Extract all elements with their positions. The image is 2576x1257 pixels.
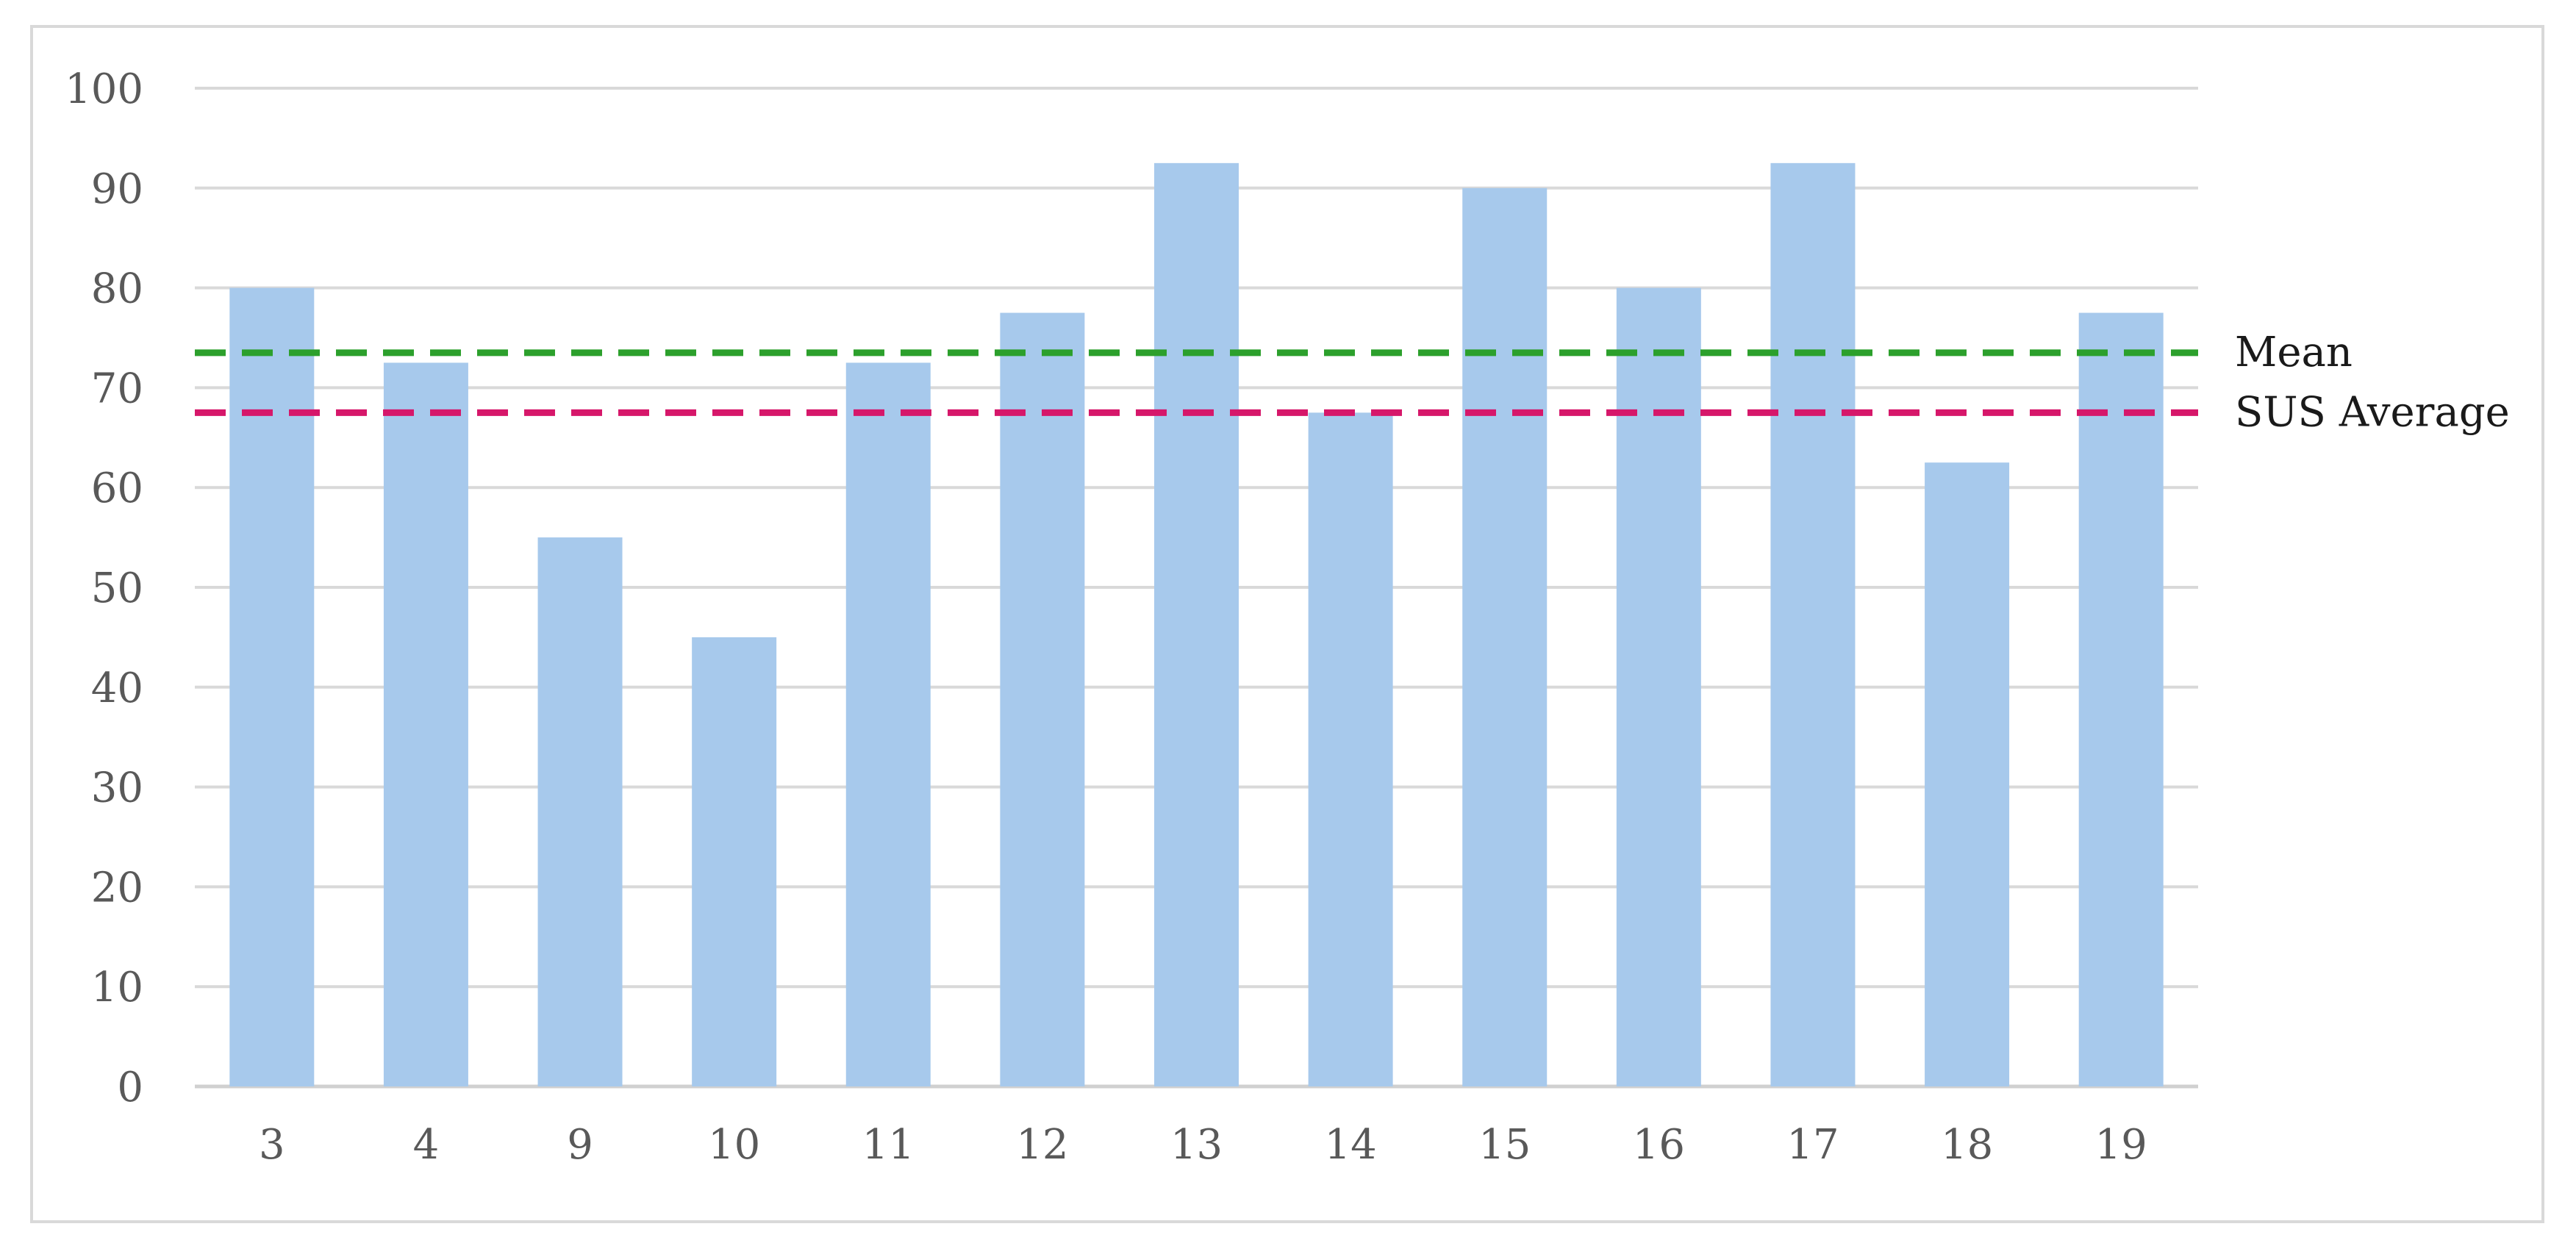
bar bbox=[845, 362, 931, 1086]
x-tick-label: 3 bbox=[259, 1121, 285, 1169]
bar bbox=[1000, 312, 1085, 1086]
y-tick-label: 40 bbox=[91, 665, 143, 712]
x-tick-label: 4 bbox=[413, 1121, 440, 1169]
x-tick-label: 11 bbox=[862, 1121, 915, 1169]
bar bbox=[1616, 287, 1701, 1087]
y-tick-label: 80 bbox=[91, 265, 143, 313]
y-tick-label: 10 bbox=[91, 964, 143, 1011]
bar bbox=[1462, 187, 1548, 1086]
reference-line-label: SUS Average bbox=[2235, 388, 2510, 436]
reference-line-label: Mean bbox=[2235, 329, 2353, 376]
x-tick-label: 9 bbox=[567, 1121, 593, 1169]
reference-line-labels: Mean SUS Average bbox=[2235, 329, 2510, 436]
x-tick-label: 17 bbox=[1786, 1121, 1839, 1169]
x-tick-label: 18 bbox=[1941, 1121, 1993, 1169]
y-tick-label: 60 bbox=[91, 465, 143, 512]
x-tick-label: 13 bbox=[1170, 1121, 1223, 1169]
y-tick-label: 70 bbox=[91, 365, 143, 412]
y-tick-label: 0 bbox=[117, 1064, 143, 1111]
y-tick-label: 30 bbox=[91, 764, 143, 812]
x-tick-label: 12 bbox=[1016, 1121, 1068, 1169]
x-tick-label: 15 bbox=[1478, 1121, 1531, 1169]
bar bbox=[1154, 162, 1239, 1087]
bar bbox=[2078, 312, 2164, 1086]
y-tick-label: 100 bbox=[65, 65, 143, 113]
x-tick-label: 16 bbox=[1633, 1121, 1685, 1169]
bar bbox=[1770, 162, 1856, 1087]
y-tick-label: 20 bbox=[91, 864, 143, 912]
y-tick-label: 90 bbox=[91, 165, 143, 213]
reference-lines bbox=[195, 349, 2198, 416]
x-tick-label: 14 bbox=[1324, 1121, 1376, 1169]
x-axis-ticks: 3 4 9 10 11 12 13 14 15 16 17 18 19 bbox=[259, 1121, 2147, 1169]
bar bbox=[537, 537, 623, 1086]
bar bbox=[229, 287, 315, 1087]
bars bbox=[229, 162, 2164, 1087]
x-tick-label: 10 bbox=[708, 1121, 760, 1169]
bar-chart: 0 10 20 30 40 50 60 70 80 90 100 3 4 9 10 11 12 13 14 15 16… bbox=[65, 65, 2510, 1169]
bar bbox=[383, 362, 468, 1086]
bar bbox=[1308, 412, 1393, 1086]
y-tick-label: 50 bbox=[91, 565, 143, 612]
bar bbox=[1925, 462, 2010, 1086]
x-tick-label: 19 bbox=[2095, 1121, 2147, 1169]
chart-frame: 0 10 20 30 40 50 60 70 80 90 100 3 4 9 10 11 12 13 14 15 16… bbox=[30, 25, 2544, 1223]
y-axis-ticks: 0 10 20 30 40 50 60 70 80 90 100 bbox=[65, 65, 143, 1111]
bar bbox=[692, 637, 777, 1086]
